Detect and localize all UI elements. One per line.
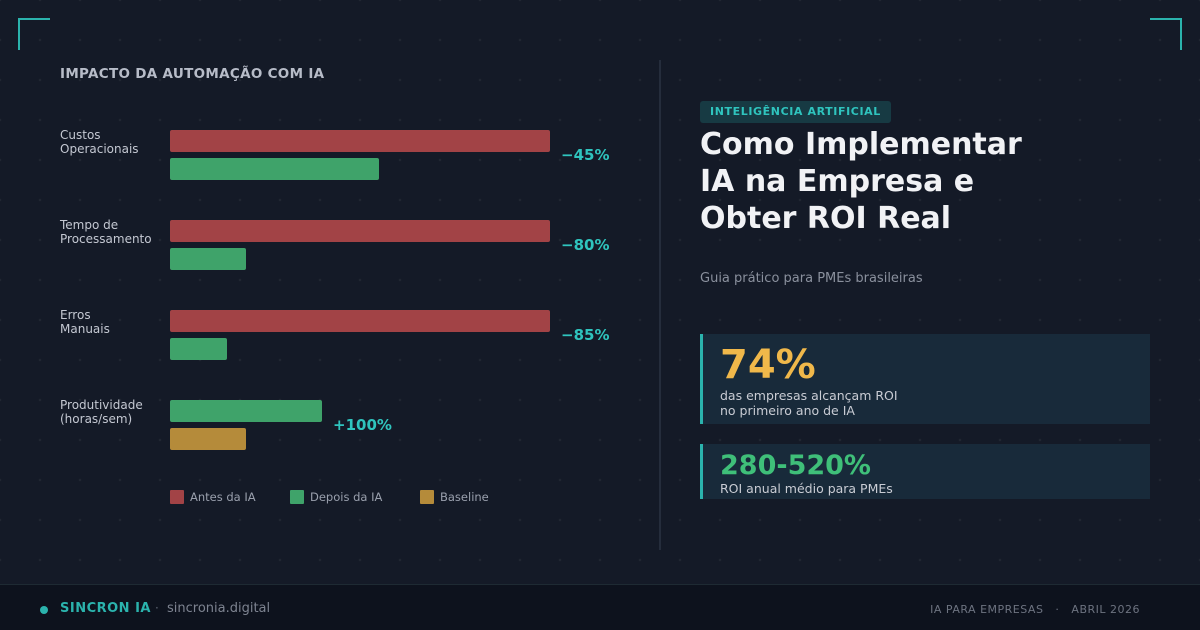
corner-bracket-top-left: [18, 18, 50, 50]
brand-dot-icon: [40, 606, 48, 614]
change-label: +100%: [333, 416, 392, 434]
brand-name: SINCRON IA: [60, 601, 151, 616]
category-tag: INTELIGÊNCIA ARTIFICIAL: [700, 101, 891, 123]
change-label: −80%: [561, 236, 609, 254]
footer-category: IA PARA EMPRESAS: [930, 603, 1044, 616]
legend-label: Antes da IA: [190, 490, 256, 504]
article-subtitle: Guia prático para PMEs brasileiras: [700, 271, 923, 286]
stat-card-roi-first-year: 74% das empresas alcançam ROI no primeir…: [700, 334, 1150, 424]
category-label: Manuais: [60, 322, 110, 336]
stat-value: 74%: [720, 342, 816, 388]
category-label: Tempo de: [59, 218, 118, 232]
footer-separator: ·: [1047, 603, 1068, 616]
article-title: Como Implementar IA na Empresa e Obter R…: [700, 126, 1140, 237]
stat-description: ROI anual médio para PMEs: [720, 481, 893, 496]
category-label: Processamento: [60, 232, 152, 246]
change-label: −45%: [561, 146, 609, 164]
legend-swatch: [290, 490, 304, 504]
footer-meta: IA PARA EMPRESAS · ABRIL 2026: [930, 603, 1140, 616]
chart-title: IMPACTO DA AUTOMAÇÃO COM IA: [60, 66, 325, 82]
brand-domain-link[interactable]: sincronia.digital: [167, 601, 271, 616]
legend-label: Baseline: [440, 490, 489, 504]
footer-separator: ·: [155, 601, 159, 615]
category-label: Operacionais: [60, 142, 139, 156]
stat-description: das empresas alcançam ROI no primeiro an…: [720, 388, 898, 418]
article-title-line: Obter ROI Real: [700, 201, 952, 236]
category-label: Produtividade: [60, 398, 143, 412]
category-label: Custos: [60, 128, 101, 142]
bar-antes-da-ia: [170, 220, 550, 242]
legend-swatch: [170, 490, 184, 504]
bar-depois-da-ia: [170, 158, 379, 180]
footer-bar: SINCRON IA · sincronia.digital IA PARA E…: [0, 584, 1200, 630]
vertical-divider: [659, 60, 661, 550]
category-label: Erros: [60, 308, 91, 322]
change-label: −85%: [561, 326, 609, 344]
legend-label: Depois da IA: [310, 490, 383, 504]
article-title-line: IA na Empresa e: [700, 164, 975, 199]
corner-bracket-top-right: [1150, 18, 1182, 50]
bar-antes-da-ia: [170, 130, 550, 152]
legend-swatch: [420, 490, 434, 504]
stat-value: 280-520%: [720, 450, 871, 481]
stat-card-annual-roi: 280-520% ROI anual médio para PMEs: [700, 444, 1150, 499]
footer-date: ABRIL 2026: [1071, 603, 1140, 616]
bar-depois-da-ia: [170, 248, 246, 270]
bar-baseline: [170, 428, 246, 450]
bar-antes-da-ia: [170, 310, 550, 332]
category-label: (horas/sem): [60, 412, 132, 426]
article-title-line: Como Implementar: [700, 127, 1022, 162]
bar-depois-da-ia: [170, 338, 227, 360]
bar-depois-da-ia: [170, 400, 322, 422]
